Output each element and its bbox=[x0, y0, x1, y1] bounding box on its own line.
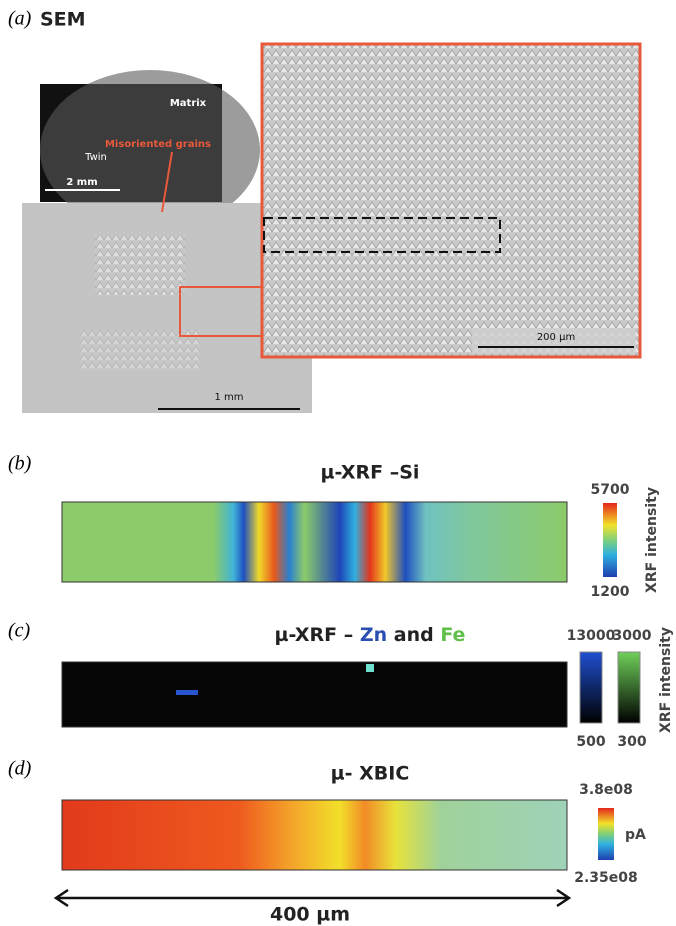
colorbar-min: 500 bbox=[576, 734, 605, 750]
fe-spot bbox=[366, 664, 374, 672]
panel-title: SEM bbox=[40, 9, 86, 31]
panel-title: µ-XRF – Zn and Fe bbox=[275, 624, 466, 646]
title-part: and bbox=[387, 624, 440, 646]
panel-label: (a) bbox=[8, 8, 32, 30]
figure: (a) SEM Matrix Twin Misoriented grains 2… bbox=[0, 0, 676, 926]
overview-grains bbox=[95, 235, 185, 295]
scale-label: 1 mm bbox=[214, 392, 243, 403]
title-part: Zn bbox=[360, 624, 387, 646]
inset-label: Twin bbox=[84, 152, 107, 163]
panel-label: (c) bbox=[8, 620, 31, 642]
colorbar bbox=[603, 503, 617, 577]
scale-label: 200 µm bbox=[537, 332, 575, 343]
zn-spot bbox=[176, 690, 198, 695]
colorbar-max: 3000 bbox=[613, 628, 652, 644]
colorbar-max: 13000 bbox=[567, 628, 616, 644]
xbic-map bbox=[62, 800, 567, 870]
colorbar-max: 5700 bbox=[591, 482, 630, 498]
si-map bbox=[62, 502, 567, 582]
zoom-image bbox=[262, 44, 640, 357]
colorbar bbox=[580, 652, 602, 723]
colorbar bbox=[618, 652, 640, 723]
colorbar-label: pA bbox=[625, 827, 646, 843]
title-part: µ-XRF – bbox=[275, 624, 360, 646]
colorbar-min: 2.35e08 bbox=[574, 870, 638, 886]
colorbar-min: 300 bbox=[617, 734, 646, 750]
scale-label: 2 mm bbox=[66, 177, 97, 188]
scale-label: 400 µm bbox=[270, 904, 350, 926]
zn-fe-map bbox=[62, 662, 567, 727]
panel-label: (d) bbox=[8, 758, 32, 780]
panel-label: (b) bbox=[8, 453, 32, 475]
colorbar-min: 1200 bbox=[591, 584, 630, 600]
colorbar-max: 3.8e08 bbox=[579, 782, 633, 798]
colorbar-label: XRF intensity bbox=[644, 487, 660, 593]
title-part: Fe bbox=[440, 624, 465, 646]
colorbar bbox=[598, 808, 614, 860]
panel-title: µ-XRF –Si bbox=[321, 462, 420, 484]
panel-title: µ- XBIC bbox=[331, 763, 410, 785]
inset-label: Matrix bbox=[170, 98, 207, 109]
inset-label: Misoriented grains bbox=[105, 139, 211, 150]
colorbar-label: XRF intensity bbox=[658, 627, 674, 733]
